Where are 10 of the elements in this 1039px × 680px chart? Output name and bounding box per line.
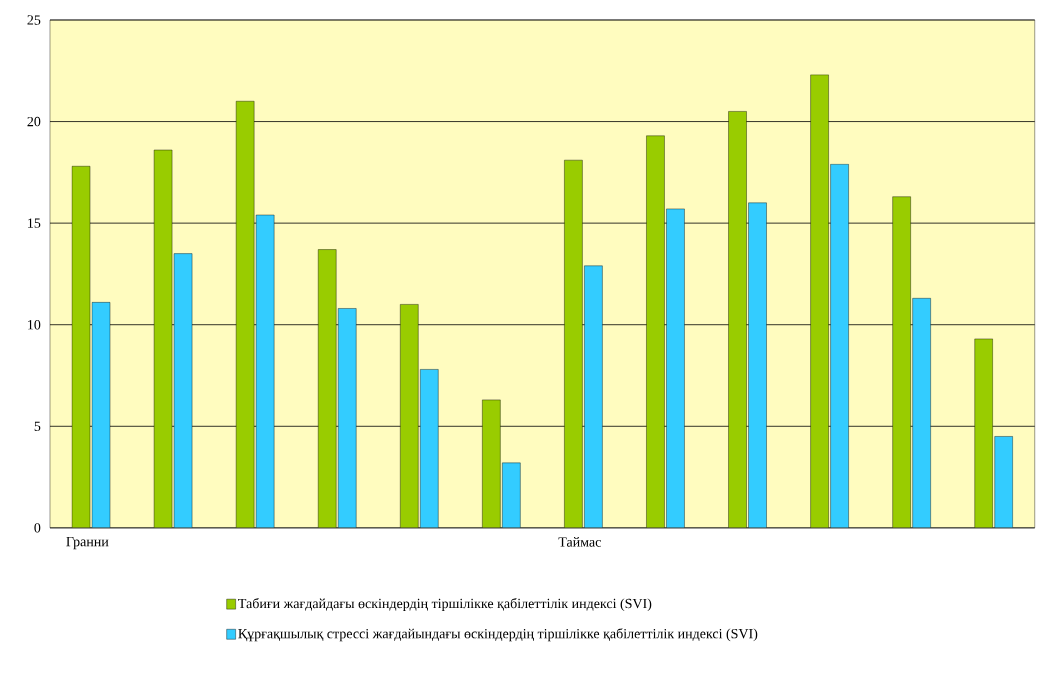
legend-label: Табиғи жағдайдағы өскіндердің тіршілікке қабілеттілік индексі (SVI) xyxy=(238,598,652,612)
y-tick-label: 5 xyxy=(34,421,41,432)
legend-label: Құрғақшылық стрессі жағдайындағы өскіндердің тіршілікке қабілеттілік индексі (SVI) xyxy=(238,628,758,642)
y-tick-label: 0 xyxy=(34,523,41,533)
y-tick-label: 25 xyxy=(27,15,41,25)
y-tick-label: 10 xyxy=(28,320,41,330)
x-tick-label: Гранни xyxy=(66,537,109,550)
y-tick-label: 20 xyxy=(27,116,41,127)
x-tick-label: Таймас xyxy=(558,537,601,547)
y-tick-label: 15 xyxy=(28,218,41,228)
